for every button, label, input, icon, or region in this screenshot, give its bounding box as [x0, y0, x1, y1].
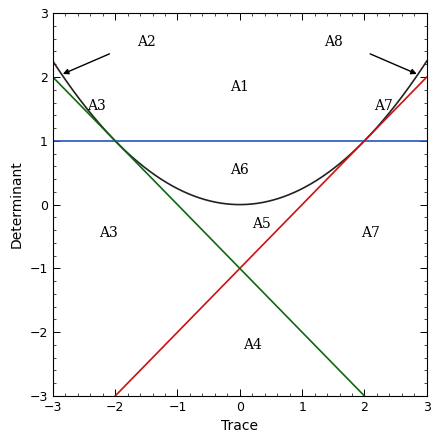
Text: A1: A1 [231, 80, 249, 94]
Text: A8: A8 [324, 35, 343, 49]
Text: A5: A5 [252, 217, 271, 231]
X-axis label: Trace: Trace [221, 419, 258, 433]
Text: A7: A7 [361, 226, 380, 240]
Text: A2: A2 [137, 35, 156, 49]
Text: A4: A4 [243, 338, 262, 352]
Text: A6: A6 [231, 162, 249, 176]
Text: A7: A7 [374, 99, 392, 113]
Text: A3: A3 [87, 99, 106, 113]
Y-axis label: Determinant: Determinant [10, 161, 24, 249]
Text: A3: A3 [99, 226, 118, 240]
